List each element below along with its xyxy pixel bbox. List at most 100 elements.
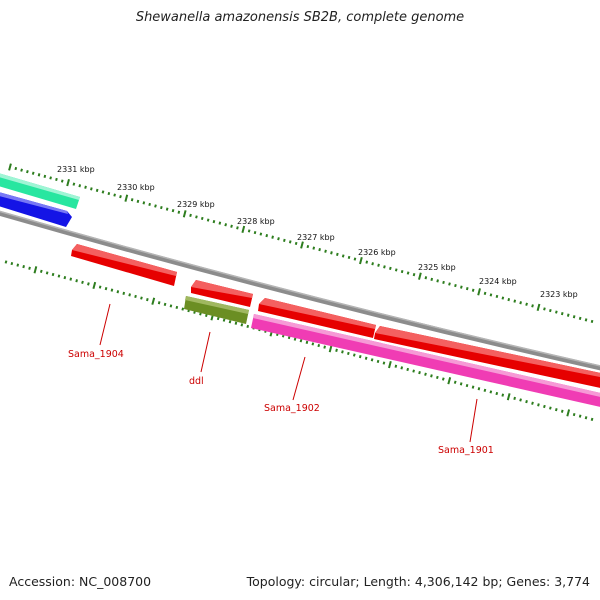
ruler-minor-tick [400, 366, 404, 370]
ruler-minor-tick [4, 260, 8, 264]
ruler-major-tick [328, 345, 333, 353]
ruler-labels: 2331 kbp 2330 kbp 2329 kbp 2328 kbp 2327… [57, 165, 578, 299]
ruler-minor-tick [148, 202, 151, 207]
ruler-minor-tick [177, 210, 181, 214]
ruler-minor-tick [57, 274, 61, 278]
ruler-minor-tick [160, 205, 163, 210]
ruler-minor-tick [358, 355, 362, 359]
gene-label[interactable]: Sama_1904 [68, 349, 124, 360]
ruler-minor-tick [14, 166, 18, 171]
ruler-minor-tick [60, 179, 64, 183]
ruler-minor-tick [406, 367, 410, 372]
ruler-minor-tick [236, 226, 239, 230]
ruler-major-tick [477, 288, 481, 296]
ruler-major-tick [447, 377, 452, 385]
ruler-minor-tick [364, 356, 368, 360]
ruler-minor-tick [90, 187, 93, 191]
ruler-minor-tick [489, 390, 493, 394]
ruler-minor-tick [16, 263, 20, 267]
ruler-minor-tick [107, 191, 111, 196]
ruler-minor-tick [163, 302, 167, 306]
ruler-minor-tick [394, 364, 398, 368]
ruler-minor-tick [189, 213, 192, 217]
feature-blue[interactable] [0, 191, 72, 227]
ruler-minor-tick [206, 218, 210, 222]
ruler-major-tick [241, 225, 246, 234]
ruler-minor-tick [101, 190, 105, 194]
ruler-minor-tick [353, 257, 357, 261]
ruler-minor-tick [471, 288, 475, 292]
ruler-minor-tick [265, 234, 269, 238]
ruler-minor-tick [352, 353, 356, 357]
ruler-minor-tick [507, 297, 511, 302]
ruler-minor-tick [370, 358, 374, 362]
gene-label[interactable]: ddl [189, 376, 204, 387]
ruler-minor-tick [283, 238, 286, 242]
ruler-minor-tick [454, 283, 457, 288]
ruler-minor-tick [136, 199, 140, 203]
ruler-minor-tick [566, 313, 570, 317]
ruler-minor-tick [69, 277, 73, 281]
ruler-label: 2324 kbp [479, 277, 517, 286]
ruler-minor-tick [39, 269, 43, 273]
ruler-minor-tick [465, 383, 469, 388]
ruler-minor-tick [293, 337, 297, 341]
ruler-minor-tick [116, 290, 120, 294]
ruler-minor-tick [81, 280, 84, 284]
ruler-minor-tick [63, 276, 67, 280]
ruler-minor-tick [234, 321, 238, 325]
ruler-minor-tick [175, 305, 179, 310]
ruler-minor-tick [146, 298, 149, 302]
ruler-minor-tick [495, 294, 499, 299]
ruler-major-tick [388, 361, 392, 369]
gene-labels: Sama_1904 ddl Sama_1902 Sama_1901 [68, 349, 494, 456]
ruler-minor-tick [75, 279, 78, 283]
ruler-minor-tick [230, 224, 233, 228]
gene-label[interactable]: Sama_1902 [264, 403, 320, 414]
ruler-minor-tick [418, 371, 421, 375]
ruler-minor-tick [424, 372, 427, 376]
ruler-minor-tick [584, 416, 588, 420]
ruler-minor-tick [460, 285, 463, 289]
ruler-minor-tick [10, 261, 14, 266]
ruler-minor-tick [531, 304, 534, 308]
ruler-label: 2328 kbp [237, 217, 275, 226]
ruler-minor-tick [383, 265, 386, 269]
ruler-minor-tick [216, 316, 220, 321]
ruler-minor-tick [537, 403, 540, 407]
ruler-minor-tick [459, 382, 463, 386]
ruler-minor-tick [195, 215, 198, 219]
ruler-minor-tick [110, 288, 114, 292]
ruler-minor-tick [31, 171, 35, 175]
ruler-minor-tick [212, 219, 216, 224]
ruler-minor-tick [519, 301, 522, 305]
ruler-minor-tick [483, 291, 487, 295]
ruler-outer-ticks [8, 163, 594, 324]
ruler-minor-tick [299, 339, 303, 343]
ruler-minor-tick [555, 310, 558, 314]
ruler-minor-tick [412, 273, 416, 277]
ruler-minor-tick [317, 343, 321, 348]
ruler-minor-tick [513, 396, 516, 400]
ruler-minor-tick [377, 263, 380, 267]
ruler-major-tick [151, 297, 156, 305]
ruler-minor-tick [471, 385, 475, 389]
ruler-minor-tick [140, 296, 143, 300]
ruler-minor-tick [142, 201, 146, 205]
ruler-minor-tick [165, 207, 169, 211]
ruler-minor-tick [436, 375, 439, 380]
ruler-major-tick [124, 194, 129, 202]
ruler-minor-tick [37, 173, 41, 177]
ruler-minor-tick [572, 315, 576, 319]
ruler-minor-tick [324, 249, 327, 253]
ruler-minor-tick [336, 252, 339, 256]
ruler-minor-tick [222, 318, 226, 322]
ruler-major-tick [33, 266, 38, 274]
ruler-minor-tick [513, 299, 517, 303]
ruler-minor-tick [87, 282, 90, 286]
ruler-minor-tick [501, 393, 505, 397]
ruler-minor-tick [477, 387, 481, 391]
ruler-minor-tick [134, 294, 137, 299]
gene-label[interactable]: Sama_1901 [438, 445, 494, 456]
ruler-major-tick [418, 272, 422, 280]
